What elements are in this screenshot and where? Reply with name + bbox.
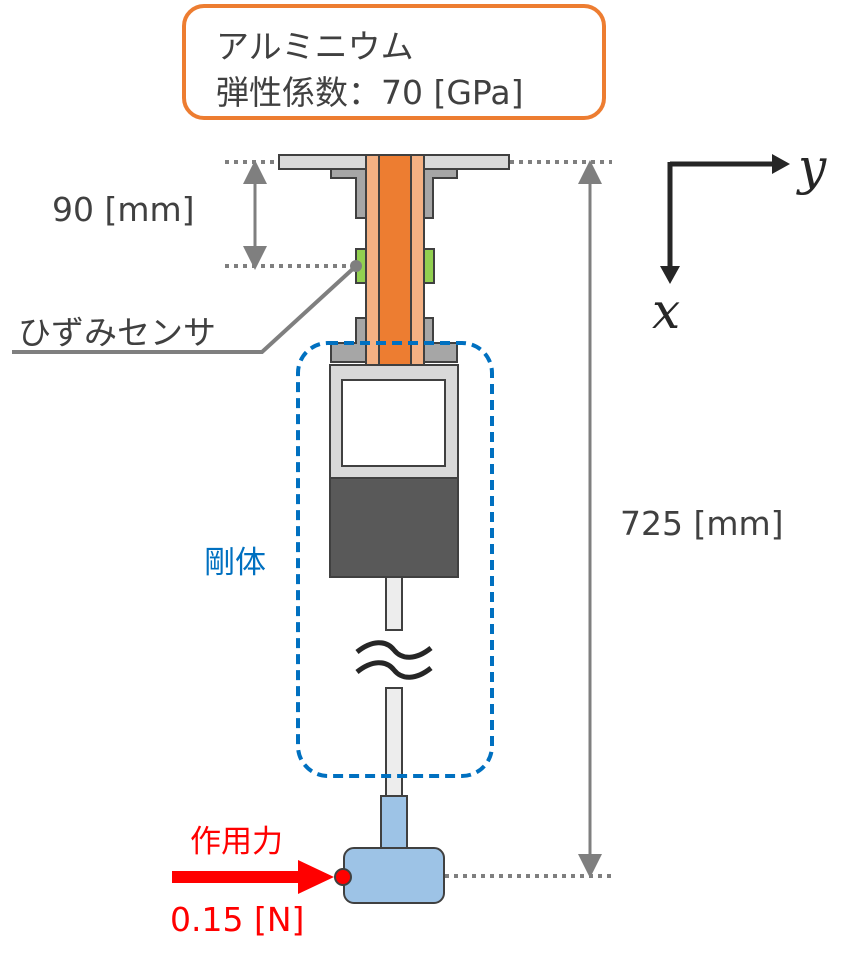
- strain-gauge-right: [423, 248, 435, 284]
- aluminum-beam: [365, 154, 425, 366]
- total-length-label: 725 [mm]: [620, 504, 784, 543]
- sensor-frame: [329, 364, 459, 479]
- force-value-label: 0.15 [N]: [170, 900, 305, 939]
- force-application-point: [334, 868, 352, 886]
- sensor-leader: [12, 260, 362, 354]
- sensor-offset-label: 90 [mm]: [52, 190, 195, 229]
- axis-y-label: y: [798, 138, 827, 196]
- rigid-body-label: 剛体: [204, 545, 266, 581]
- probe-tip: [343, 847, 445, 904]
- force-title-label: 作用力: [190, 824, 283, 860]
- break-symbol: [355, 640, 433, 680]
- elastic-modulus: 弾性係数：70 [GPa]: [216, 73, 524, 112]
- force-arrow: [172, 860, 334, 894]
- strain-sensor-label: ひずみセンサ: [18, 313, 216, 352]
- material-info-box: アルミニウム 弾性係数：70 [GPa]: [182, 4, 606, 120]
- shaft-upper: [385, 576, 403, 631]
- rigid-body-outline: [296, 341, 494, 778]
- probe-stem: [380, 795, 408, 849]
- axis-x-label: x: [652, 282, 681, 340]
- coordinate-axes: [660, 154, 790, 284]
- shaft-lower: [385, 687, 403, 797]
- dark-mass-block: [329, 477, 459, 578]
- material-name: アルミニウム: [216, 27, 414, 66]
